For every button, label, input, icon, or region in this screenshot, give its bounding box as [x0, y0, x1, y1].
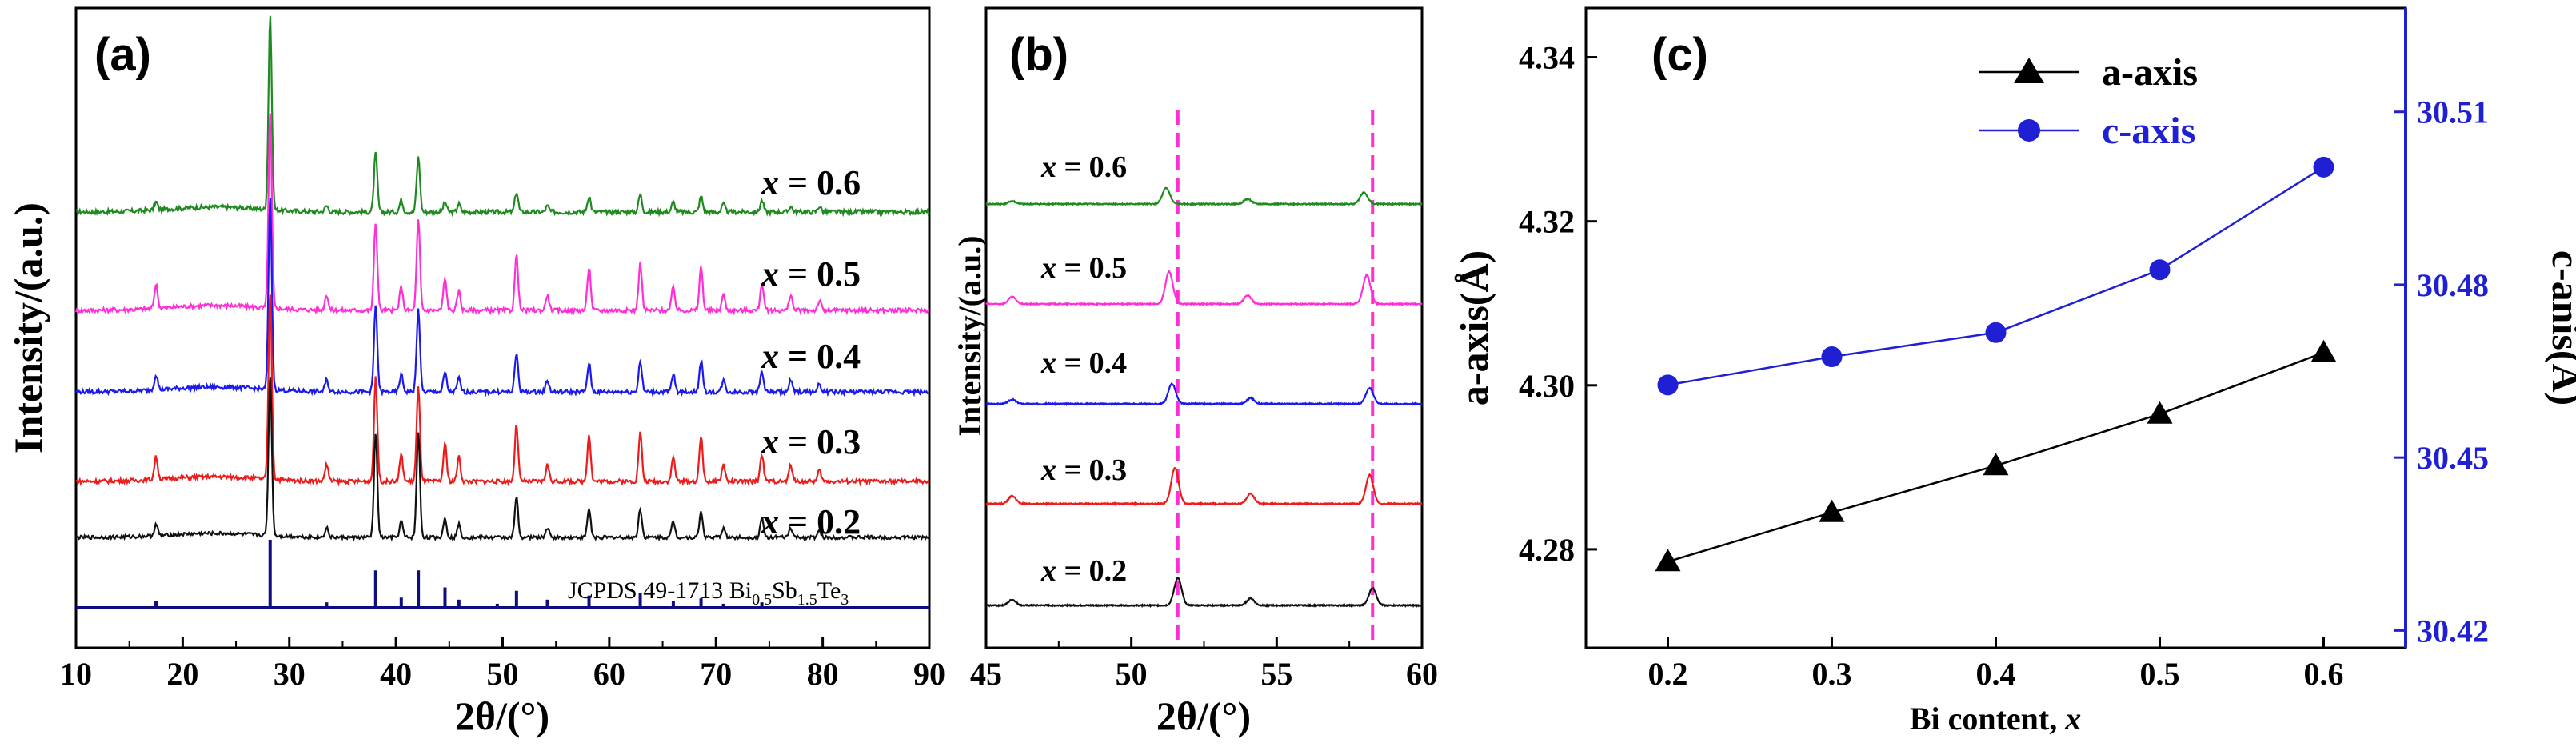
panel-c-xlabel: Bi content, x: [1910, 701, 2081, 737]
panel-c: (c) 0.2 0.3 0.4 0.5 0.6 4.28 4.30 4.32 4.34 30.42…: [1452, 6, 2576, 737]
x-tick-label-a: 30: [274, 656, 306, 692]
x-tick-label-a: 20: [166, 656, 198, 692]
x-tick-label-a: 60: [593, 656, 625, 692]
x-tick-label-c: 0.2: [1648, 656, 1688, 692]
c-axis-marker: [1657, 374, 1679, 396]
c-axis-marker: [1985, 322, 2007, 343]
y-tick-label-left: 4.30: [1519, 368, 1575, 404]
c-axis-marker: [2149, 259, 2171, 281]
c-axis-marker: [1821, 346, 1843, 368]
series-label-a: x = 0.3: [761, 422, 861, 461]
series-label-b: x = 0.2: [1040, 554, 1127, 588]
x-tick-label-a: 50: [487, 656, 519, 692]
a-axis-marker: [2147, 401, 2173, 424]
panel-b: (b) 45 50 55 60 x = 0.6 x = 0.5 x = 0.4 x = 0.…: [952, 6, 1438, 738]
x-tick-label-a: 70: [700, 656, 732, 692]
series-line-b: [985, 466, 1423, 507]
series-label-a: x = 0.4: [761, 337, 861, 376]
panel-a-ylabel: Intensity/(a.u.): [6, 202, 50, 453]
y-tick-label-right: 30.42: [2417, 613, 2489, 649]
series-label-b: x = 0.5: [1040, 251, 1127, 285]
legend-a-marker: [2014, 58, 2044, 83]
series-line-a: [75, 377, 930, 542]
x-tick-label-b: 55: [1260, 656, 1292, 692]
x-tick-label-b: 60: [1406, 656, 1438, 692]
x-tick-label-a: 90: [913, 656, 945, 692]
series-label-a: x = 0.2: [761, 502, 861, 541]
x-tick-label-c: 0.3: [1812, 656, 1852, 692]
panel-b-tag: (b): [1009, 29, 1068, 81]
legend-c-label: c-axis: [2102, 110, 2195, 152]
y-tick-label-right: 30.45: [2417, 440, 2489, 476]
y-tick-label-right: 30.51: [2417, 94, 2489, 130]
panel-b-ylabel: Intensity/(a.u.): [952, 235, 988, 436]
c-axis-marker: [2313, 156, 2334, 178]
series-label-a: x = 0.6: [761, 163, 861, 202]
y-tick-label-right: 30.48: [2417, 267, 2489, 303]
legend-c-marker: [2018, 119, 2040, 142]
a-axis-marker: [1655, 549, 1681, 572]
series-label-b: x = 0.4: [1040, 346, 1127, 380]
series-line-b: [985, 576, 1423, 609]
panel-c-ylabel-left: a-axis(Å): [1452, 250, 1496, 405]
x-tick-label-a: 10: [60, 656, 92, 692]
a-axis-marker: [1819, 499, 1845, 522]
y-tick-label-left: 4.28: [1519, 532, 1575, 568]
x-tick-label-a: 80: [807, 656, 839, 692]
panel-a: (a) 10 20 30 40 50 60 70 80 90 x = 0.6 x = 0.5 x =…: [6, 6, 945, 738]
x-tick-label-c: 0.6: [2304, 656, 2344, 692]
series-label-a: x = 0.5: [761, 254, 861, 294]
series-line-b: [985, 269, 1423, 307]
x-tick-label-b: 50: [1116, 656, 1148, 692]
x-tick-label-c: 0.4: [1976, 656, 2016, 692]
series-label-b: x = 0.3: [1040, 453, 1127, 487]
legend-a-label: a-axis: [2102, 51, 2198, 94]
series-line-a: [75, 198, 930, 397]
c-axis-line: [1667, 166, 2325, 386]
x-tick-label-a: 40: [380, 656, 412, 692]
series-line-a: [75, 294, 930, 487]
panel-c-ylabel-right: c-anis(Å): [2544, 250, 2576, 405]
panel-b-xlabel: 2θ/(°): [1156, 693, 1251, 738]
panel-b-frame: [984, 6, 1424, 649]
x-tick-label-b: 45: [970, 656, 1002, 692]
series-line-a: [75, 15, 930, 218]
legend: a-axis c-axis: [1979, 51, 2198, 152]
series-label-b: x = 0.6: [1040, 150, 1127, 184]
y-tick-label-left: 4.32: [1519, 204, 1575, 240]
series-line-a: [74, 113, 930, 316]
panel-a-tag: (a): [94, 29, 151, 81]
a-axis-marker: [2310, 339, 2337, 362]
a-axis-marker: [1983, 453, 2009, 476]
x-tick-label-c: 0.5: [2140, 656, 2180, 692]
panel-c-tag: (c): [1651, 29, 1708, 81]
reference-label: JCPDS 49-1713 Bi0.5Sb1.5Te3: [568, 577, 849, 609]
panel-a-xlabel: 2θ/(°): [455, 693, 549, 738]
panel-a-frame: [74, 6, 931, 649]
series-line-b: [985, 382, 1423, 407]
y-tick-label-left: 4.34: [1519, 40, 1575, 76]
series-line-b: [985, 186, 1423, 207]
